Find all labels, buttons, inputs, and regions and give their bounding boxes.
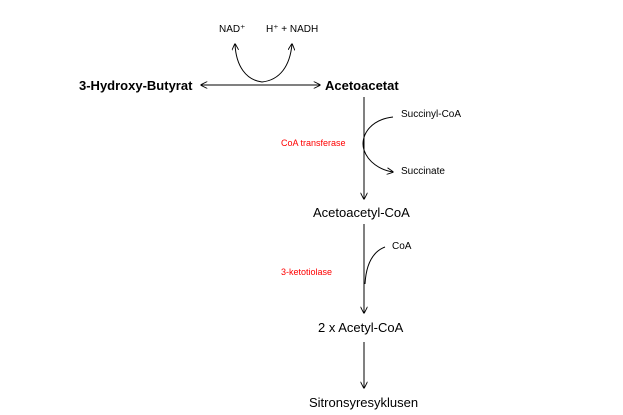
nadh-curve-arrow [261, 44, 292, 83]
enzyme-3-ketotiolase: 3-ketotiolase [281, 267, 333, 277]
cofactor-succinate: Succinate [401, 166, 445, 177]
cofactor-succinyl-coa: Succinyl-CoA [401, 109, 462, 120]
node-acetoacetat: Acetoacetat [325, 78, 399, 93]
coa-curve-arrow [364, 246, 386, 285]
cofactor-h-nadh: H⁺ + NADH [266, 24, 319, 35]
cofactor-coa: CoA [392, 241, 412, 252]
succinyl-succinate-curve-arrow [362, 116, 393, 172]
node-sitronsyresyklusen: Sitronsyresyklusen [309, 395, 419, 410]
node-acetyl-coa: 2 x Acetyl-CoA [318, 320, 404, 335]
nad-curve-arrow [235, 44, 263, 83]
enzyme-coa-transferase: CoA transferase [281, 138, 346, 148]
node-acetoacetyl-coa: Acetoacetyl-CoA [313, 205, 410, 220]
node-3-hydroxy-butyrat: 3-Hydroxy-Butyrat [79, 78, 193, 93]
cofactor-nad-plus: NAD⁺ [219, 24, 246, 35]
